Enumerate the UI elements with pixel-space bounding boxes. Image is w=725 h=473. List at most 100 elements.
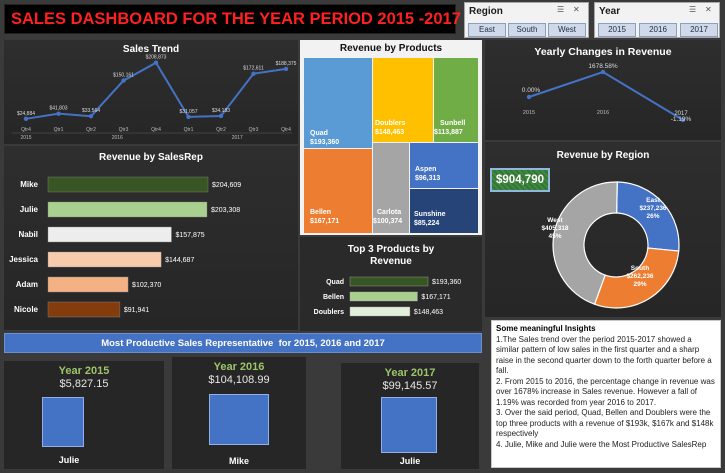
region-slice (593, 247, 680, 309)
sales-trend-year-label: 2016 (112, 135, 123, 141)
treemap-tile-carlota[interactable]: Carlota $100,374 (373, 143, 409, 233)
year-slicer: Year ☰ ✕ 2015 2016 2017 (594, 2, 720, 38)
revenue-by-products-panel: Revenue by Products Quad $193,360 Bellen… (300, 40, 482, 235)
year-2016-card: Year 2016 $104,108.99 Mike (172, 357, 306, 469)
yearly-changes-title: Yearly Changes in Revenue (534, 46, 672, 58)
tile-label: Sunbell (440, 120, 466, 127)
sales-trend-point (283, 66, 289, 72)
sales-trend-tick-label: Qtr1 (184, 127, 194, 133)
treemap-tile-aspen[interactable]: Aspen $96,313 (410, 143, 478, 188)
salesrep-bar (47, 201, 208, 218)
sales-trend-point (186, 114, 191, 120)
yearly-change-data-label: 0.00% (522, 87, 541, 94)
insight-item: 1.The Sales trend over the period 2015-2… (496, 334, 712, 376)
region-label: West (547, 217, 563, 224)
salesrep-tick-label: Nabil (18, 230, 38, 239)
revenue-by-region-panel: Revenue by Region East $237,236 26% South $2… (485, 142, 721, 317)
tile-value: $193,360 (310, 139, 340, 146)
tile-label: Quad (310, 130, 328, 137)
yearly-change-tick-label: 2017 (674, 111, 688, 117)
sales-trend-point (153, 60, 159, 65)
region-percent-label: 26% (646, 213, 659, 220)
tile-label: Aspen (415, 166, 437, 173)
year-2015-value: $5,827.15 (59, 378, 109, 390)
yearly-change-tick-label: 2015 (523, 110, 535, 116)
salesrep-tick-label: Adam (16, 280, 38, 289)
salesrep-tick-label: Mike (20, 180, 38, 189)
salesrep-bar (47, 276, 129, 293)
sales-trend-tick-label: Qtr3 (249, 127, 259, 133)
year-option-2016[interactable]: 2016 (639, 23, 677, 37)
tile-label: Bellen (310, 209, 332, 216)
region-value-label: $405,318 (541, 225, 568, 232)
region-option-west[interactable]: West (548, 23, 586, 37)
sales-trend-data-label: $31,057 (179, 109, 197, 115)
year-slicer-label: Year (599, 6, 621, 17)
insight-item: 4. Julie, Mike and Julie were the Most P… (496, 439, 707, 449)
top3-tick-label: Doublers (314, 309, 344, 316)
multi-select-icon[interactable]: ☰ (557, 5, 565, 14)
year-2016-rep: Mike (228, 456, 249, 466)
most-productive-banner: Most Productive Sales Representative for… (4, 333, 482, 353)
year-2015-card: Year 2015 $5,827.15 Julie (4, 361, 164, 469)
top3-data-label: $167,171 (421, 294, 450, 301)
yearly-change-data-label: -1.19% (671, 116, 692, 123)
year-2016-value: $104,108.99 (208, 374, 270, 386)
tile-label: Sunshine (414, 211, 446, 218)
region-value-label: $262,236 (626, 273, 653, 280)
sales-trend-data-label: $172,611 (243, 66, 264, 72)
sales-trend-data-label: $188,375 (276, 61, 297, 67)
year-2016-label: Year 2016 (213, 361, 265, 373)
treemap-tile-sunbell[interactable]: Sunbell $113,887 (434, 58, 478, 142)
treemap-tile-bellen[interactable]: Bellen $167,171 (304, 149, 372, 233)
treemap-tile-sunshine[interactable]: Sunshine $85,224 (410, 189, 478, 233)
tile-value: $113,887 (434, 129, 463, 136)
sales-trend-year-label: 2015 (20, 135, 31, 141)
tile-value: $100,374 (373, 218, 403, 225)
yearly-change-point (680, 117, 686, 123)
clear-filter-icon[interactable]: ✕ (705, 5, 712, 14)
sales-trend-point (121, 78, 126, 83)
sales-trend-tick-label: Qtr4 (21, 127, 31, 133)
multi-select-icon[interactable]: ☰ (689, 5, 697, 14)
treemap-tile-quad[interactable]: Quad $193,360 (304, 58, 372, 148)
top3-products-chart: Quad $193,360 Bellen $167,171 Doublers $148,4… (314, 276, 461, 317)
revenue-by-salesrep-chart: Mike $204,609 Julie $203,308 Nabil $157,875 Je… (9, 176, 241, 318)
region-option-east[interactable]: East (468, 23, 506, 37)
top3-tick-label: Bellen (323, 294, 344, 301)
sales-trend-year-label: 2017 (232, 135, 243, 141)
region-label: South (631, 265, 649, 272)
region-option-south[interactable]: South (508, 23, 546, 37)
year-2015-label: Year 2015 (58, 365, 110, 377)
yearly-change-point (600, 69, 606, 75)
top3-data-label: $148,463 (414, 309, 443, 316)
salesrep-tick-label: Julie (20, 205, 39, 214)
yearly-change-tick-label: 2016 (597, 110, 609, 116)
year-2017-label: Year 2017 (384, 367, 436, 379)
sales-trend-data-label: $150,161 (113, 73, 134, 79)
salesrep-data-label: $91,941 (124, 307, 149, 314)
top3-tick-label: Quad (326, 279, 344, 286)
region-percent-label: 29% (633, 281, 646, 288)
yearly-change-data-label: 1678.58% (588, 63, 617, 70)
salesrep-data-label: $157,875 (175, 232, 204, 239)
treemap-tile-doublers[interactable]: Doublers $148,463 (373, 58, 433, 142)
sales-trend-point (56, 111, 61, 116)
total-revenue-value: $904,790 (496, 174, 544, 186)
sales-trend-chart: $24,884 Qtr4 $41,803 Qtr1 $33,564 Qtr2 $150,16… (12, 55, 297, 141)
region-slicer-label: Region (469, 6, 503, 17)
yearly-changes-panel: Yearly Changes in Revenue 0.00% 1678.58% 2… (485, 40, 721, 140)
year-2017-bar (381, 397, 437, 453)
year-option-2017[interactable]: 2017 (680, 23, 718, 37)
clear-filter-icon[interactable]: ✕ (573, 5, 580, 14)
most-productive-banner-text: Most Productive Sales Representative for… (101, 338, 385, 349)
region-slicer: Region ☰ ✕ East South West (464, 2, 589, 38)
insight-item: 3. Over the said period, Quad, Bellen an… (496, 408, 714, 438)
revenue-by-products-title: Revenue by Products (339, 43, 443, 54)
year-2015-bar (42, 397, 84, 447)
insights-box: Some meaningful Insights 1.The Sales tre… (491, 320, 721, 468)
top3-bar (349, 291, 418, 302)
year-option-2015[interactable]: 2015 (598, 23, 636, 37)
salesrep-bar (47, 301, 121, 318)
sales-trend-data-label: $41,803 (49, 106, 67, 112)
